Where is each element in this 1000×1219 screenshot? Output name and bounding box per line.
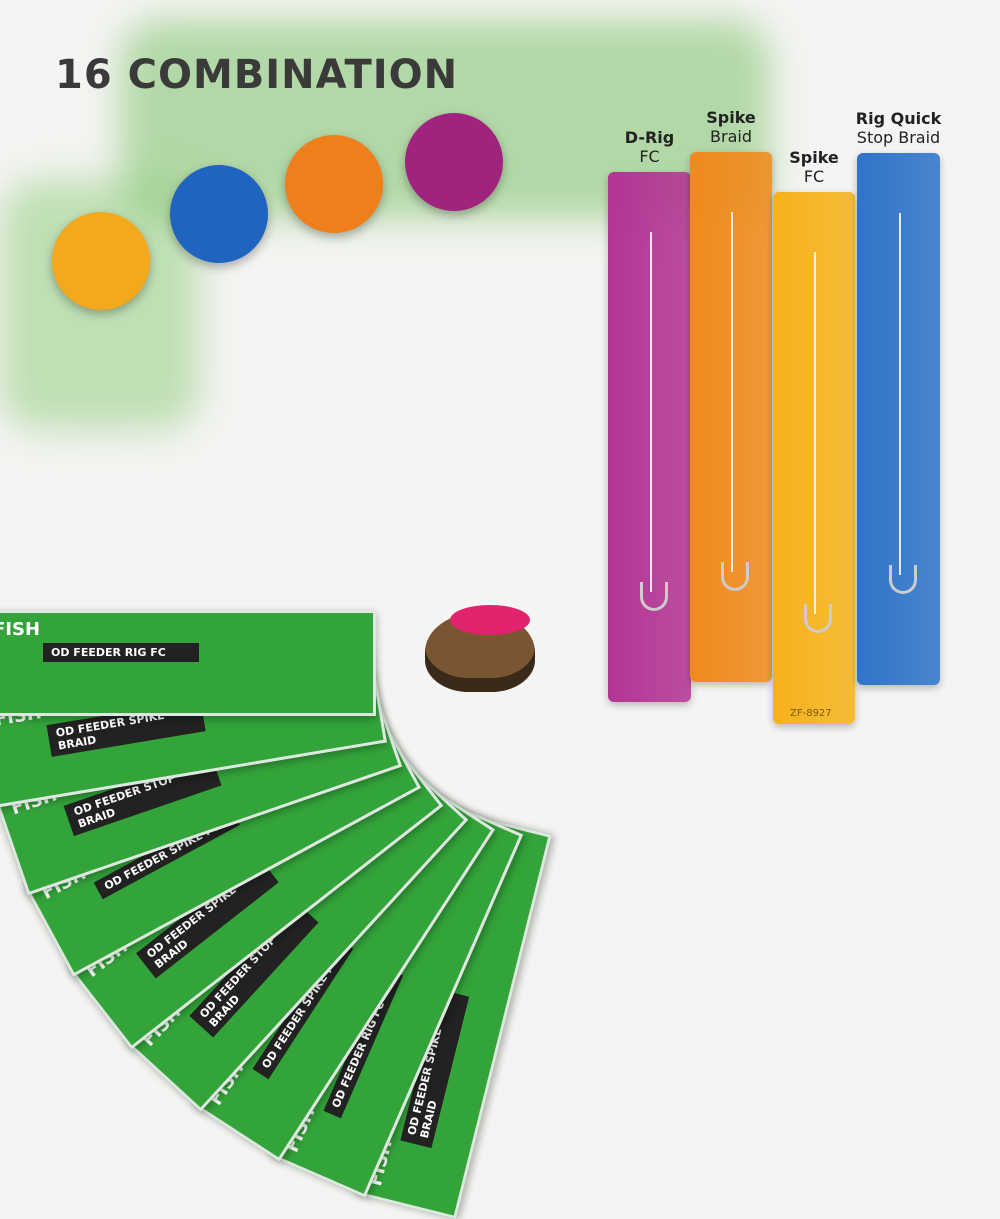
rig-label: Rig Quick Stop Braid (827, 109, 970, 147)
circle-rig-3 (285, 135, 383, 233)
rig-line (898, 213, 901, 575)
hook-icon (888, 565, 917, 594)
rig-sub: FC (803, 167, 825, 186)
pack-label: OD FEEDER RIG FC (43, 643, 199, 662)
circle-rig-2 (170, 165, 268, 263)
rig-card (857, 153, 940, 685)
rig-sub: Braid (710, 127, 752, 146)
hook-icon (639, 582, 668, 611)
pack-brand: FISH (0, 619, 41, 640)
rig-label: Spike FC (743, 148, 885, 186)
circle-rig-1 (52, 212, 150, 310)
hook-icon (804, 604, 832, 633)
circle-rig-4 (405, 113, 503, 211)
product-code: ZF-8927 (790, 708, 832, 719)
page-title: 16 COMBINATION (55, 52, 459, 98)
feeder-bait (450, 605, 530, 635)
rig-name: Spike (706, 108, 756, 127)
rig-card (690, 152, 772, 682)
rig-line (731, 212, 733, 572)
rig-sub: Stop Braid (856, 128, 941, 147)
rig-card (773, 192, 855, 724)
rig-line (814, 252, 816, 614)
rig-card (608, 172, 691, 702)
rig-label: D-Rig FC (578, 128, 721, 166)
hook-icon (721, 562, 749, 591)
rig-name: Spike (789, 148, 839, 167)
rig-label: Spike Braid (660, 108, 802, 146)
rig-name: Rig Quick (855, 109, 942, 128)
rig-sub: FC (639, 147, 660, 166)
rig-line (649, 232, 652, 592)
rig-name: D-Rig (624, 128, 675, 147)
